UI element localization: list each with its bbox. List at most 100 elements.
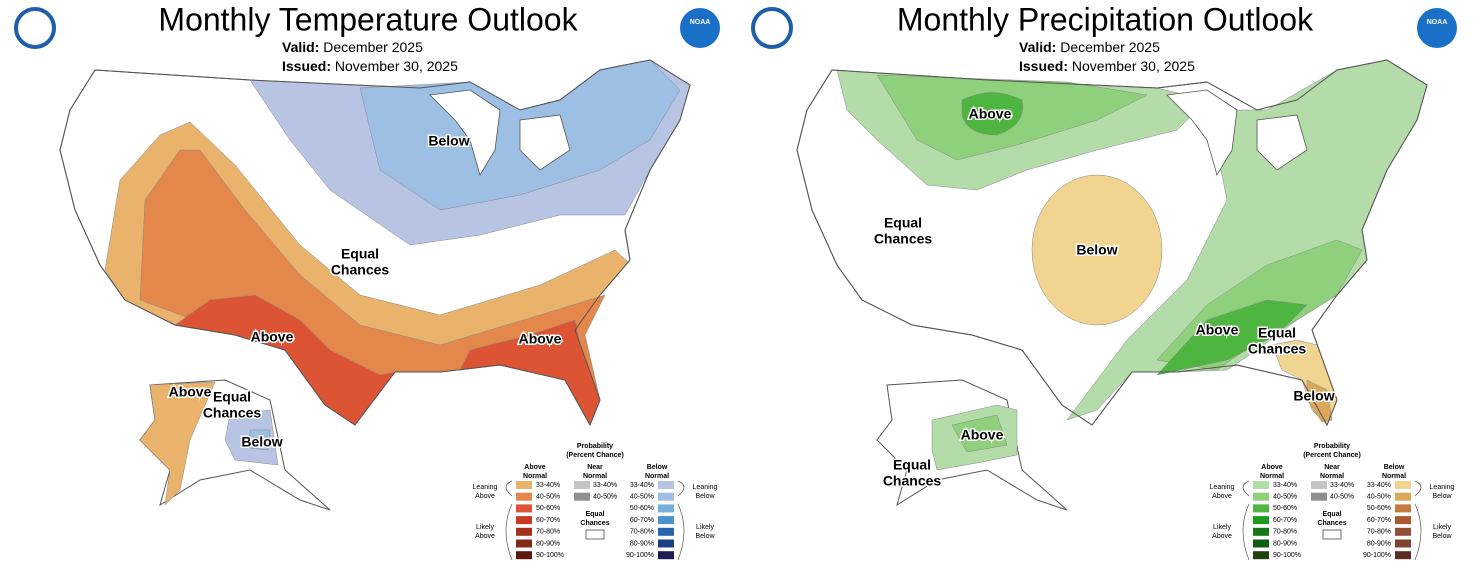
legend-title: (Percent Chance) [566,452,624,459]
legend-side-label: Above [1212,493,1232,500]
legend-brace [505,480,685,561]
noaa-logo [1417,8,1457,48]
map-label: Equal [1258,325,1296,341]
legend-bin: 40-50% [1367,494,1391,501]
legend-swatch [1395,504,1411,513]
probability-area [961,92,1023,136]
legend-swatch [1253,504,1269,513]
legend-bin: 33-40% [1330,482,1354,489]
map-label: Below [1076,242,1117,258]
legend-bin: 50-60% [1367,505,1391,512]
legend-side-label: Above [475,533,495,540]
great-lakes [429,89,571,176]
issued-label: Issued: [1019,58,1068,74]
legend-swatch [585,529,605,540]
legend-header: Normal [583,473,607,480]
map-label: Above [169,384,212,400]
legend-swatch [516,539,532,548]
legend-header: Normal [1260,473,1284,480]
legend-bin: 80-90% [630,540,654,547]
legend-swatch [658,492,674,501]
legend-swatch [658,481,674,489]
legend-swatch [1395,539,1411,548]
valid-label: Valid: [1019,39,1056,55]
legend-header: Normal [523,473,547,480]
outlook-panel: NOAA Monthly Precipitation Outlook Valid: … [751,1,1457,561]
legend-bin: 90-100% [1363,552,1391,559]
legend-brace [1242,480,1422,561]
legend-header: Above [524,464,546,471]
agency-seal [751,7,793,49]
issued-value: November 30, 2025 [335,58,458,74]
outlook-panel: NOAA Monthly Temperature Outlook Valid: De… [14,1,720,561]
legend-header: Near [1324,464,1340,471]
legend-bin: 80-90% [1367,540,1391,547]
legend-swatch [1395,527,1411,536]
legend-swatch [1253,492,1269,501]
panel-title: Monthly Temperature Outlook [158,1,578,37]
legend-swatch [1395,492,1411,501]
legend-swatch [658,527,674,536]
probability-area [139,381,216,506]
probability-area [1031,174,1163,326]
legend-swatch [1395,481,1411,489]
legend-swatch [1253,516,1269,525]
map-label: Chances [203,405,262,421]
legend-equal-chances: Equal [1322,511,1341,518]
logo-text: NOAA [1427,19,1448,26]
map-label: Chances [874,231,933,247]
map-label: Equal [341,246,379,262]
agency-seal [14,7,56,49]
logo-text: NOAA [690,19,711,26]
legend-bin: 90-100% [536,552,564,559]
legend-side-label: Above [1212,533,1232,540]
probability-area [1306,379,1333,423]
legend-bin: 33-40% [1273,482,1297,489]
legend-swatch [658,504,674,513]
great-lakes [1166,89,1308,176]
legend-side-label: Likely [1433,524,1451,531]
probability-area [951,414,1008,453]
issued-line: Issued: November 30, 2025 [1019,58,1195,74]
legend-bin: 90-100% [1273,552,1301,559]
legend-bin: 80-90% [1273,540,1297,547]
map-label: Below [428,133,469,149]
legend-bin: 40-50% [1330,494,1354,501]
legend-swatch [574,492,590,501]
legend-bin: 40-50% [536,494,560,501]
legend-bin: 90-100% [626,552,654,559]
map-label: Equal [213,389,251,405]
legend-side-label: Below [1432,493,1452,500]
legend-title: (Percent Chance) [1303,452,1361,459]
legend-swatch [516,527,532,536]
legend-swatch [658,539,674,548]
legend-header: Above [1261,464,1283,471]
legend-side-label: Below [695,533,715,540]
legend-side-label: Likely [476,524,494,531]
legend-bin: 70-80% [630,529,654,536]
valid-line: Valid: December 2025 [282,39,423,55]
legend-swatch [1253,539,1269,548]
legend-side-label: Leaning [1210,484,1235,491]
legend-swatch [1311,492,1327,501]
map-label: Equal [884,215,922,231]
issued-line: Issued: November 30, 2025 [282,58,458,74]
legend-header: Below [1384,464,1405,471]
legend-bin: 33-40% [630,482,654,489]
legend-side-label: Below [695,493,715,500]
legend-swatch [516,516,532,525]
map-label: Chances [1248,341,1307,357]
map-label: Above [1196,322,1239,338]
legend-equal-chances: Equal [585,511,604,518]
legend-bin: 60-70% [1367,517,1391,524]
legend-side-label: Leaning [1430,484,1455,491]
map-label: Above [969,106,1012,122]
map-label: Below [241,434,282,450]
valid-label: Valid: [282,39,319,55]
legend-header: Near [587,464,603,471]
legend-bin: 80-90% [536,540,560,547]
legend-bin: 70-80% [536,529,560,536]
legend-swatch [1322,529,1342,540]
legend-side-label: Likely [1213,524,1231,531]
